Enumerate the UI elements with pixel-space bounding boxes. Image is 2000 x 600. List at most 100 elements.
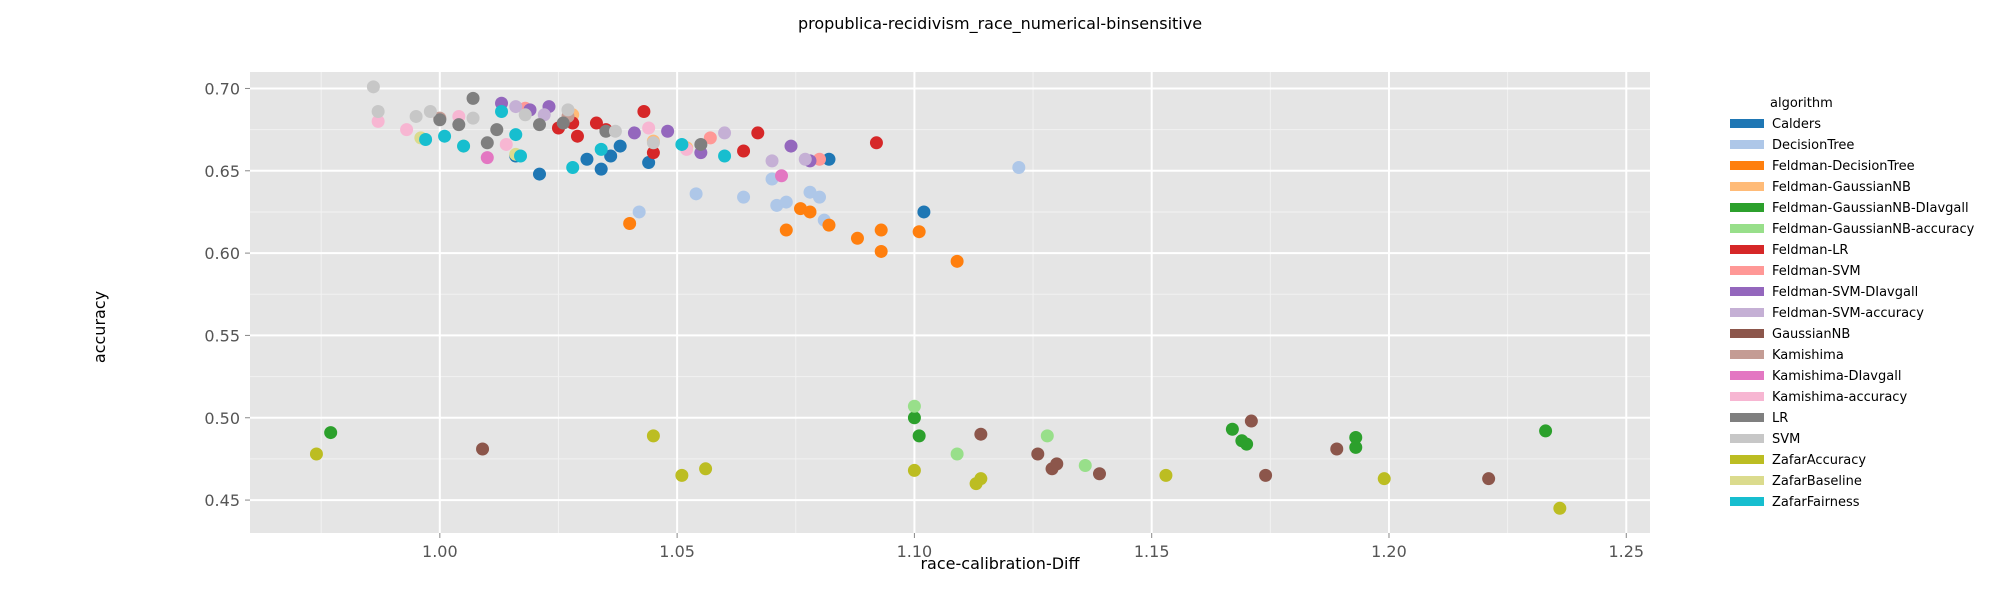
legend-swatch xyxy=(1730,182,1764,191)
data-point xyxy=(537,108,551,122)
data-point xyxy=(608,124,622,138)
data-point xyxy=(423,105,437,119)
data-point xyxy=(1050,457,1064,471)
legend-swatch xyxy=(1730,245,1764,254)
y-tick-label: 0.65 xyxy=(204,162,240,181)
data-point xyxy=(874,244,888,258)
data-point xyxy=(604,149,618,163)
data-point xyxy=(1225,422,1239,436)
data-point xyxy=(466,91,480,105)
x-axis-ticks: 1.00 1.05 1.10 1.15 1.20 1.25 xyxy=(422,533,1644,561)
data-point xyxy=(1240,437,1254,451)
data-point xyxy=(1259,468,1273,482)
data-point xyxy=(632,205,646,219)
data-point xyxy=(675,137,689,151)
data-point xyxy=(495,105,509,119)
data-point xyxy=(1553,501,1567,515)
x-tick-label: 1.05 xyxy=(659,542,695,561)
legend: algorithm Calders DecisionTree Feldman-Dec… xyxy=(1730,96,1975,510)
data-point xyxy=(570,129,584,143)
legend-label: ZafarAccuracy xyxy=(1772,453,1866,468)
data-point xyxy=(784,139,798,153)
legend-swatch xyxy=(1730,497,1764,506)
data-point xyxy=(1349,431,1363,445)
data-point xyxy=(694,137,708,151)
data-point xyxy=(532,118,546,132)
x-tick-label: 1.20 xyxy=(1371,542,1407,561)
data-point xyxy=(1092,467,1106,481)
data-point xyxy=(737,144,751,158)
data-point xyxy=(718,149,732,163)
data-point xyxy=(371,105,385,119)
data-point xyxy=(566,160,580,174)
data-point xyxy=(419,133,433,147)
data-point xyxy=(869,136,883,150)
legend-swatch xyxy=(1730,476,1764,485)
data-point xyxy=(480,136,494,150)
data-point xyxy=(779,195,793,209)
data-point xyxy=(518,108,532,122)
data-point xyxy=(556,116,570,130)
legend-items: Calders DecisionTree Feldman-DecisionTree F… xyxy=(1730,117,1975,510)
data-point xyxy=(509,128,523,142)
legend-swatch xyxy=(1730,308,1764,317)
data-point xyxy=(642,156,656,170)
data-point xyxy=(466,111,480,125)
x-tick-label: 1.00 xyxy=(422,542,458,561)
legend-label: Calders xyxy=(1772,117,1821,132)
plot-area xyxy=(250,72,1650,533)
data-point xyxy=(850,231,864,245)
data-point xyxy=(1244,414,1258,428)
data-point xyxy=(812,190,826,204)
legend-label: Feldman-SVM-DIavgall xyxy=(1772,285,1918,300)
data-point xyxy=(1349,440,1363,454)
data-point xyxy=(514,149,528,163)
legend-label: Feldman-SVM xyxy=(1772,264,1861,279)
data-point xyxy=(974,472,988,486)
legend-label: Feldman-GaussianNB xyxy=(1772,180,1911,195)
data-point xyxy=(737,190,751,204)
legend-label: LR xyxy=(1772,411,1788,426)
data-point xyxy=(775,169,789,183)
data-point xyxy=(950,254,964,268)
data-point xyxy=(627,126,641,140)
legend-swatch xyxy=(1730,266,1764,275)
x-tick-label: 1.10 xyxy=(897,542,933,561)
data-point xyxy=(779,223,793,237)
legend-label: Kamishima-accuracy xyxy=(1772,390,1907,405)
data-point xyxy=(1012,160,1026,174)
data-point xyxy=(1078,458,1092,472)
data-point xyxy=(623,216,637,230)
data-point xyxy=(661,124,675,138)
data-point xyxy=(646,429,660,443)
y-tick-label: 0.60 xyxy=(204,244,240,263)
y-axis-ticks: 0.45 0.50 0.55 0.60 0.65 0.70 xyxy=(204,79,250,510)
data-point xyxy=(599,124,613,138)
legend-title: algorithm xyxy=(1770,96,1833,111)
chart-title: propublica-recidivism_race_numerical-bin… xyxy=(798,14,1202,34)
x-tick-label: 1.25 xyxy=(1608,542,1644,561)
legend-swatch xyxy=(1730,434,1764,443)
data-point xyxy=(642,121,656,135)
legend-label: Feldman-GaussianNB-accuracy xyxy=(1772,222,1975,237)
data-point xyxy=(675,468,689,482)
y-axis-label: accuracy xyxy=(90,291,109,363)
legend-label: Feldman-SVM-accuracy xyxy=(1772,306,1924,321)
data-point xyxy=(490,123,504,137)
data-point xyxy=(309,447,323,461)
legend-swatch xyxy=(1730,203,1764,212)
data-point xyxy=(751,126,765,140)
data-point xyxy=(1482,472,1496,486)
legend-label: ZafarBaseline xyxy=(1772,474,1862,489)
data-point xyxy=(912,429,926,443)
legend-label: SVM xyxy=(1772,432,1800,447)
data-point xyxy=(803,205,817,219)
data-point xyxy=(476,442,490,456)
legend-label: Feldman-LR xyxy=(1772,243,1848,258)
data-point xyxy=(699,462,713,476)
y-tick-label: 0.70 xyxy=(204,79,240,98)
data-point xyxy=(452,118,466,132)
legend-label: Kamishima xyxy=(1772,348,1844,363)
data-point xyxy=(646,136,660,150)
